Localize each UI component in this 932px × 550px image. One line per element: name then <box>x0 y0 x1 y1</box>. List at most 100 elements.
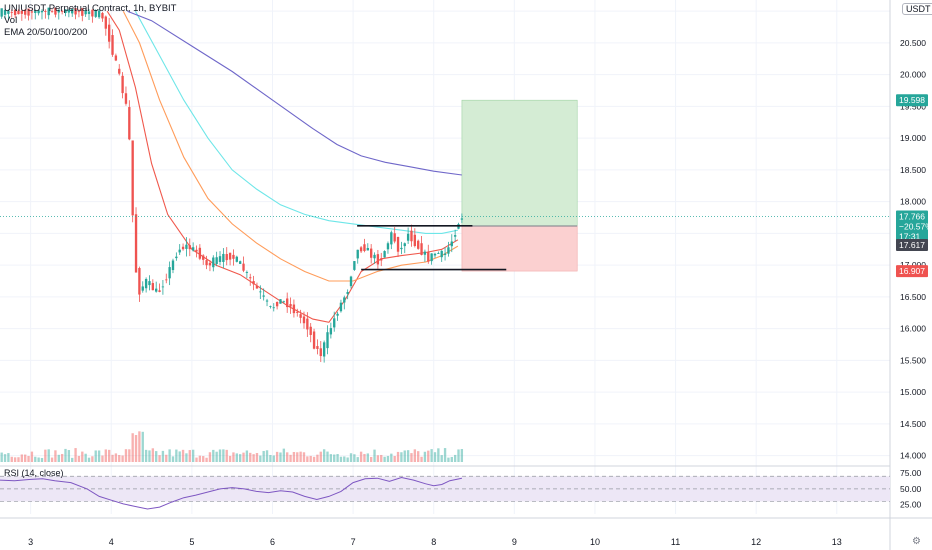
volume-bar <box>151 448 155 462</box>
volume-bar <box>71 457 74 462</box>
volume-bar <box>255 453 259 462</box>
volume-bar <box>457 449 460 462</box>
candle-body <box>292 304 296 314</box>
ema-lines <box>106 10 462 323</box>
candle-body <box>437 253 440 255</box>
volume-bar <box>158 455 161 462</box>
candle-body <box>390 232 393 245</box>
candle-body <box>165 279 168 281</box>
candle-body <box>114 55 118 61</box>
candle-body <box>37 10 40 14</box>
volume-bar <box>420 456 423 462</box>
rsi-indicator-label[interactable]: RSI (14, close) <box>4 468 64 478</box>
volume-bar <box>400 452 403 462</box>
candle-body <box>349 276 353 287</box>
volume-bar <box>326 451 329 462</box>
candle-body <box>366 247 369 251</box>
volume-bar <box>44 449 47 462</box>
volume-bar <box>359 451 363 462</box>
chart-legend: UNIUSDT Perpetual Contract, 1h, BYBIT Vo… <box>4 3 176 39</box>
rsi-line <box>0 476 463 510</box>
volume-bar <box>40 457 44 462</box>
candle-body <box>195 249 198 252</box>
candle-body <box>363 244 366 251</box>
candle-body <box>74 8 77 15</box>
price-tick-label: 15.000 <box>900 387 926 397</box>
volume-bar <box>410 453 413 462</box>
candle-body <box>228 252 232 260</box>
candle-body <box>77 11 81 13</box>
volume-bar <box>417 451 420 462</box>
candle-body <box>212 257 215 268</box>
candle-body <box>235 256 238 262</box>
volume-bar <box>349 453 353 462</box>
stop-price-tag: 16.907 <box>896 265 928 278</box>
rsi-tick-label: 25.00 <box>900 500 922 510</box>
current-price-tag-bg <box>896 210 928 244</box>
volume-bar <box>403 450 406 462</box>
volume-bar <box>188 450 191 462</box>
profit-zone <box>461 99 578 227</box>
trend-lines[interactable] <box>0 216 890 271</box>
volume-bar <box>208 452 212 462</box>
candle-body <box>275 301 279 307</box>
candle-body <box>155 288 158 292</box>
volume-bar <box>390 453 393 462</box>
candle-body <box>423 251 427 255</box>
candle-body <box>151 283 155 291</box>
candle-body <box>128 107 131 140</box>
candle-body <box>84 10 87 15</box>
ema-indicator-label[interactable]: EMA 20/50/100/200 <box>4 27 88 38</box>
candle-body <box>312 331 316 349</box>
candle-body <box>168 267 171 279</box>
time-tick-label: 8 <box>431 537 436 547</box>
volume-bar <box>7 453 10 462</box>
candle-body <box>161 286 165 288</box>
time-tick-label: 3 <box>28 537 33 547</box>
volume-bar <box>437 448 440 462</box>
long-position-tool[interactable] <box>461 99 578 272</box>
candle-body <box>413 234 417 247</box>
volume-bar <box>296 452 299 462</box>
candle-body <box>94 10 97 17</box>
price-axis[interactable]: 20.50020.00019.50019.00018.50018.00017.5… <box>896 38 932 461</box>
volume-bar <box>10 456 13 462</box>
volume-bar <box>185 453 188 462</box>
volume-bar <box>292 451 296 462</box>
volume-bar <box>406 450 410 462</box>
volume-bar <box>312 456 316 462</box>
volume-bar <box>343 456 346 462</box>
volume-bar <box>47 449 50 462</box>
volume-bar <box>222 449 225 462</box>
candle-body <box>118 68 121 74</box>
volume-bar <box>91 456 94 462</box>
candle-body <box>47 7 50 16</box>
settings-gear-icon[interactable]: ⚙ <box>912 536 921 547</box>
target-price-tag-text: 19.598 <box>899 95 925 105</box>
volume-bar <box>84 453 87 462</box>
volume-bar <box>269 455 272 462</box>
candle-body <box>24 9 27 15</box>
currency-selector[interactable]: USDT <box>902 3 932 15</box>
candle-body <box>10 12 13 13</box>
candle-body <box>225 254 228 261</box>
volume-bar <box>440 455 443 462</box>
volume-bar <box>363 453 366 462</box>
volume-bar <box>443 448 447 462</box>
ema-line <box>106 10 459 323</box>
volume-indicator-label[interactable]: Vol <box>4 15 18 26</box>
candle-body <box>30 11 34 13</box>
ema-line <box>127 10 462 176</box>
time-axis[interactable]: 3 4 5 6 7 8 9 10 11 12 13 <box>28 537 842 547</box>
candle-body <box>453 235 457 237</box>
volume-bar <box>329 454 333 462</box>
volume-bar <box>94 450 97 462</box>
volume-bar <box>289 454 292 462</box>
price-tick-label: 16.000 <box>900 324 926 334</box>
volume-bar <box>144 449 148 462</box>
candle-body <box>232 254 235 259</box>
candle-body <box>356 249 359 259</box>
symbol-title[interactable]: UNIUSDT Perpetual Contract, 1h, BYBIT <box>4 3 177 14</box>
candle-body <box>138 268 141 295</box>
